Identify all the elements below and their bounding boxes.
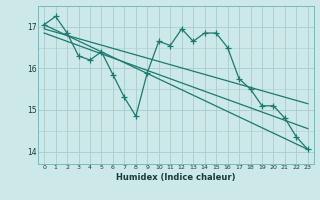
X-axis label: Humidex (Indice chaleur): Humidex (Indice chaleur) bbox=[116, 173, 236, 182]
